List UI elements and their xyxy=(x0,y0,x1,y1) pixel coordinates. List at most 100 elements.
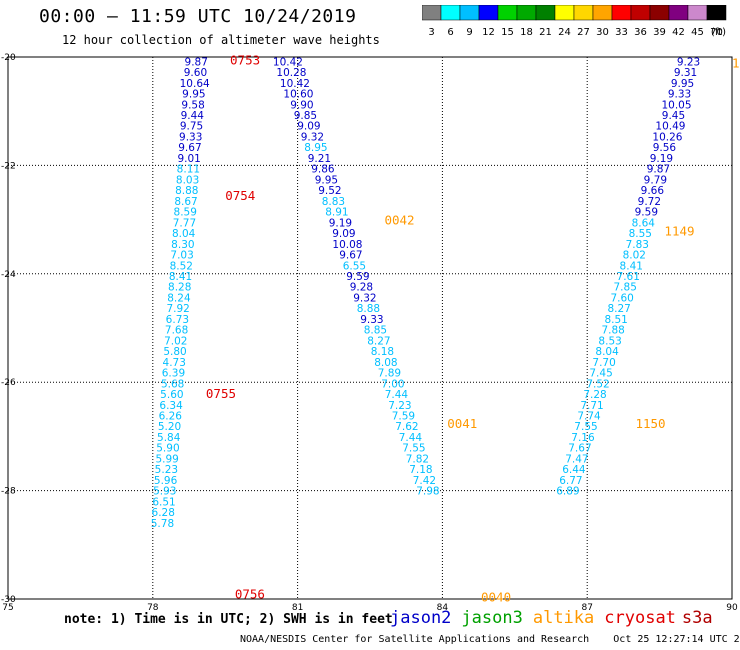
wave-height-point: 8.02 xyxy=(623,250,646,262)
scale-label: 27 xyxy=(577,27,590,38)
pass-time-label: 0041 xyxy=(447,416,477,431)
wave-height-point: 8.95 xyxy=(304,142,327,154)
wave-height-point: 8.55 xyxy=(629,228,652,240)
x-tick-label: 87 xyxy=(581,603,592,612)
wave-height-point: 9.45 xyxy=(662,110,685,122)
y-tick-label: -22 xyxy=(1,161,16,171)
scale-label: 6 xyxy=(447,27,453,38)
scale-label: 15 xyxy=(501,27,514,38)
wave-height-point: 9.95 xyxy=(671,78,694,90)
scale-swatch xyxy=(706,5,727,21)
wave-height-point: 7.18 xyxy=(409,464,432,476)
wave-height-point: 5.93 xyxy=(153,486,176,498)
pass-time-label: 11 xyxy=(732,55,740,70)
wave-height-point: 8.41 xyxy=(169,271,192,283)
wave-height-point: 7.59 xyxy=(392,411,415,423)
scale-label: 18 xyxy=(520,27,533,38)
wave-height-point: 9.95 xyxy=(315,174,338,186)
wave-height-point: 7.47 xyxy=(565,453,588,465)
wave-height-point: 8.88 xyxy=(357,303,380,315)
wave-height-point: 9.23 xyxy=(677,56,700,68)
wave-height-point: 9.09 xyxy=(297,121,320,133)
scale-label: 33 xyxy=(615,27,628,38)
wave-height-point: 7.88 xyxy=(601,325,624,337)
wave-height-point: 7.44 xyxy=(385,389,409,401)
wave-height-point: 9.09 xyxy=(332,228,355,240)
wave-height-point: 8.08 xyxy=(374,357,397,369)
wave-height-plot: 75 78 81 84 87 90-20-22-24-26-28-309.879.6010… xyxy=(1,53,740,612)
wave-height-point: 9.56 xyxy=(653,142,677,154)
wave-height-point: 6.89 xyxy=(556,486,579,498)
wave-height-point: 8.64 xyxy=(632,217,656,229)
x-tick-label: 84 xyxy=(437,603,449,612)
wave-height-point: 9.85 xyxy=(294,110,317,122)
wave-height-point: 8.83 xyxy=(322,196,345,208)
wave-height-point: 9.44 xyxy=(181,110,205,122)
wave-height-point: 9.32 xyxy=(301,131,324,143)
wave-height-point: 7.82 xyxy=(406,453,429,465)
wave-height-point: 7.61 xyxy=(617,271,640,283)
wave-height-point: 5.23 xyxy=(155,464,178,476)
wave-height-point: 6.44 xyxy=(562,464,586,476)
pass-time-label: 0040 xyxy=(481,589,511,604)
wave-height-point: 7.83 xyxy=(626,239,649,251)
wave-height-point: 6.28 xyxy=(152,507,175,519)
wave-height-point: 10.05 xyxy=(661,99,691,111)
wave-height-point: 7.60 xyxy=(610,292,633,304)
scale-label: 70 xyxy=(710,27,723,38)
wave-height-point: 5.99 xyxy=(155,453,178,465)
wave-height-point: 8.28 xyxy=(168,282,191,294)
wave-height-point: 7.03 xyxy=(170,250,193,262)
wave-height-point: 7.44 xyxy=(399,432,423,444)
wave-height-point: 7.55 xyxy=(574,421,597,433)
wave-height-point: 8.11 xyxy=(177,164,200,176)
wave-height-point: 9.32 xyxy=(353,292,376,304)
wave-height-point: 9.58 xyxy=(181,99,204,111)
wave-height-point: 8.67 xyxy=(174,196,197,208)
wave-height-point: 9.90 xyxy=(290,99,313,111)
pass-time-label: 0755 xyxy=(206,386,236,401)
wave-height-point: 9.60 xyxy=(184,67,207,79)
y-tick-label: -28 xyxy=(1,487,16,497)
satellite-legend: jason2 jason3 altika cryosat s3a xyxy=(390,608,723,628)
wave-height-point: 7.92 xyxy=(166,303,189,315)
scale-label: 36 xyxy=(634,27,647,38)
legend-jason2: jason2 xyxy=(390,608,452,628)
wave-height-point: 10.49 xyxy=(655,121,685,133)
scale-label: 24 xyxy=(558,27,571,38)
wave-height-point: 10.26 xyxy=(652,131,682,143)
scale-label: 9 xyxy=(466,27,472,38)
wave-height-point: 7.85 xyxy=(614,282,637,294)
color-scale-legend: 3 6 9 12 15 18 21 24 27 30 33 36 39 42 45 70(ft) xyxy=(422,5,727,38)
wave-height-point: 9.59 xyxy=(635,207,658,219)
wave-height-point: 9.87 xyxy=(647,164,670,176)
scale-label: 21 xyxy=(539,27,552,38)
wave-height-point: 8.27 xyxy=(367,335,390,347)
wave-height-point: 9.33 xyxy=(179,131,202,143)
wave-height-point: 10.28 xyxy=(276,67,306,79)
wave-height-point: 6.77 xyxy=(559,475,582,487)
wave-height-point: 6.73 xyxy=(166,314,189,326)
legend-cryosat: cryosat xyxy=(604,608,676,628)
x-tick-label: 90 xyxy=(726,603,738,612)
wave-height-point: 9.67 xyxy=(339,250,362,262)
wave-height-point: 7.23 xyxy=(388,400,411,412)
wave-height-point: 7.42 xyxy=(413,475,436,487)
wave-height-point: 6.55 xyxy=(343,260,366,272)
wave-height-point: 5.60 xyxy=(160,389,183,401)
wave-height-point: 9.31 xyxy=(674,67,697,79)
wave-height-point: 8.52 xyxy=(170,260,193,272)
y-tick-label: -30 xyxy=(1,595,16,605)
wave-height-point: 8.04 xyxy=(595,346,619,358)
wave-height-point: 7.45 xyxy=(589,368,612,380)
footnote: note: 1) Time is in UTC; 2) SWH is in fe… xyxy=(64,612,393,627)
wave-height-point: 9.52 xyxy=(318,185,341,197)
wave-height-point: 10.42 xyxy=(273,56,303,68)
wave-height-point: 8.30 xyxy=(171,239,194,251)
wave-height-point: 7.68 xyxy=(165,325,188,337)
wave-height-point: 9.01 xyxy=(177,153,200,165)
wave-height-point: 8.03 xyxy=(176,174,199,186)
scale-label: 30 xyxy=(596,27,609,38)
wave-height-point: 7.00 xyxy=(381,378,404,390)
wave-height-point: 6.26 xyxy=(159,411,183,423)
